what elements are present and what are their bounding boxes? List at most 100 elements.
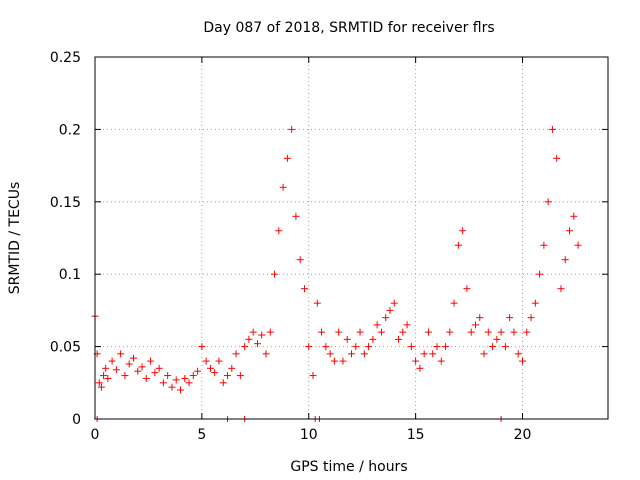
data-point — [262, 350, 270, 358]
x-tick-label: 20 — [514, 427, 532, 443]
data-point — [407, 343, 415, 351]
data-point — [480, 350, 488, 358]
data-point — [553, 154, 561, 162]
data-point — [489, 343, 497, 351]
data-point — [395, 335, 403, 343]
data-point — [322, 343, 330, 351]
data-point — [117, 350, 125, 358]
data-point — [112, 366, 120, 374]
data-point — [454, 241, 462, 249]
data-point — [531, 299, 539, 307]
data-point — [228, 364, 236, 372]
data-point — [215, 357, 223, 365]
data-point — [399, 328, 407, 336]
data-point — [258, 331, 266, 339]
data-point — [232, 350, 240, 358]
data-point — [450, 299, 458, 307]
data-point — [377, 328, 385, 336]
data-point — [134, 367, 142, 375]
data-point — [365, 343, 373, 351]
data-point — [95, 379, 103, 387]
data-point — [519, 357, 526, 365]
data-point — [369, 335, 377, 343]
data-point — [318, 328, 326, 336]
data-point — [211, 369, 219, 377]
data-point — [102, 364, 110, 372]
data-point — [108, 357, 116, 365]
data-point — [198, 343, 206, 351]
data-point — [241, 343, 249, 351]
data-point — [386, 306, 394, 314]
data-point — [536, 270, 544, 278]
data-point — [446, 328, 454, 336]
data-point — [403, 321, 411, 329]
data-point — [352, 343, 360, 351]
data-point — [523, 328, 531, 336]
data-point — [177, 386, 184, 394]
data-point — [356, 328, 364, 336]
y-tick-label: 0 — [72, 412, 81, 428]
data-point — [155, 364, 163, 372]
data-point — [373, 321, 381, 329]
data-point — [330, 357, 338, 365]
data-point — [348, 350, 355, 358]
data-point — [437, 357, 445, 365]
data-point — [459, 227, 467, 235]
x-tick-label: 15 — [407, 427, 425, 443]
data-point — [467, 328, 475, 336]
data-point — [557, 285, 565, 293]
data-point — [181, 374, 189, 382]
data-point — [194, 367, 202, 375]
x-axis-label: GPS time / hours — [290, 459, 407, 475]
y-tick-label: 0.2 — [59, 122, 81, 138]
data-point — [202, 357, 210, 365]
x-tick-label: 10 — [300, 427, 318, 443]
data-point — [121, 372, 129, 380]
data-point — [206, 364, 214, 372]
data-point — [125, 360, 133, 368]
data-point — [416, 364, 424, 372]
x-tick-label: 5 — [197, 427, 206, 443]
data-point — [527, 314, 535, 322]
tick-labels: 0 5 10 15 20 0 0.05 0.1 0.15 0.2 0.25 — [50, 50, 532, 443]
data-point — [245, 335, 253, 343]
data-point — [510, 328, 518, 336]
data-points — [91, 125, 582, 422]
data-point — [514, 350, 522, 358]
data-point — [147, 357, 155, 365]
data-point — [343, 335, 351, 343]
data-point — [390, 299, 398, 307]
data-point — [164, 372, 172, 380]
x-tick-label: 0 — [91, 427, 100, 443]
data-point — [249, 328, 257, 336]
data-point — [433, 343, 441, 351]
data-point — [224, 372, 232, 380]
data-point — [313, 299, 321, 307]
data-point — [236, 372, 244, 380]
data-point — [548, 125, 556, 133]
data-point — [506, 314, 514, 322]
data-point — [566, 227, 574, 235]
data-point — [159, 379, 167, 387]
data-point — [309, 372, 317, 380]
data-point — [100, 372, 108, 380]
data-point — [360, 350, 368, 358]
data-point — [442, 343, 450, 351]
grid-lines — [95, 57, 608, 419]
data-point — [544, 198, 552, 206]
data-point — [138, 363, 146, 371]
axis-ticks — [94, 56, 608, 420]
data-point — [292, 212, 300, 220]
data-point — [501, 343, 509, 351]
data-point — [271, 270, 279, 278]
chart-title: Day 087 of 2018, SRMTID for receiver flr… — [203, 20, 494, 36]
data-point — [471, 321, 479, 329]
data-point — [300, 285, 308, 293]
data-point — [570, 212, 578, 220]
data-point — [104, 374, 112, 382]
data-point — [326, 350, 334, 358]
data-point — [288, 125, 296, 133]
data-point — [484, 328, 492, 336]
data-point — [151, 369, 159, 377]
